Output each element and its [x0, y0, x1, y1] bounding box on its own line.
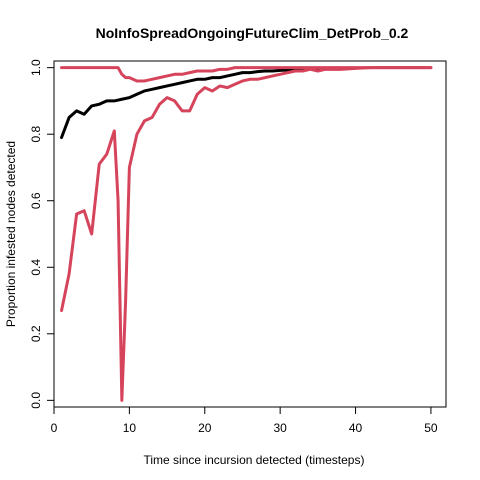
x-tick-label: 0 [51, 421, 58, 435]
y-tick-label: 0.2 [29, 325, 43, 342]
x-tick-label: 10 [123, 421, 137, 435]
series-line-upper [60, 66, 433, 83]
y-axis-label: Proportion infested nodes detected [4, 141, 18, 327]
series-line-mean [60, 66, 335, 140]
series-line-lower [60, 66, 433, 402]
y-tick-label: 0.0 [29, 392, 43, 409]
x-axis-label: Time since incursion detected (timesteps… [144, 453, 365, 467]
y-tick-label: 0.6 [29, 192, 43, 209]
x-tick-label: 20 [198, 421, 212, 435]
x-tick-label: 40 [349, 421, 363, 435]
plot-frame [53, 60, 447, 408]
y-tick-label: 0.8 [29, 126, 43, 143]
series-layer [60, 66, 433, 402]
axis-ticks: 0 10 20 30 40 50 0.0 0.2 0.4 0.6 0.8 1.0 [29, 59, 438, 435]
y-tick-label: 0.4 [29, 259, 43, 276]
x-tick-label: 30 [273, 421, 287, 435]
x-tick-label: 50 [424, 421, 438, 435]
chart-title: NoInfoSpreadOngoingFutureClim_DetProb_0.… [96, 25, 409, 41]
y-tick-label: 1.0 [29, 59, 43, 76]
